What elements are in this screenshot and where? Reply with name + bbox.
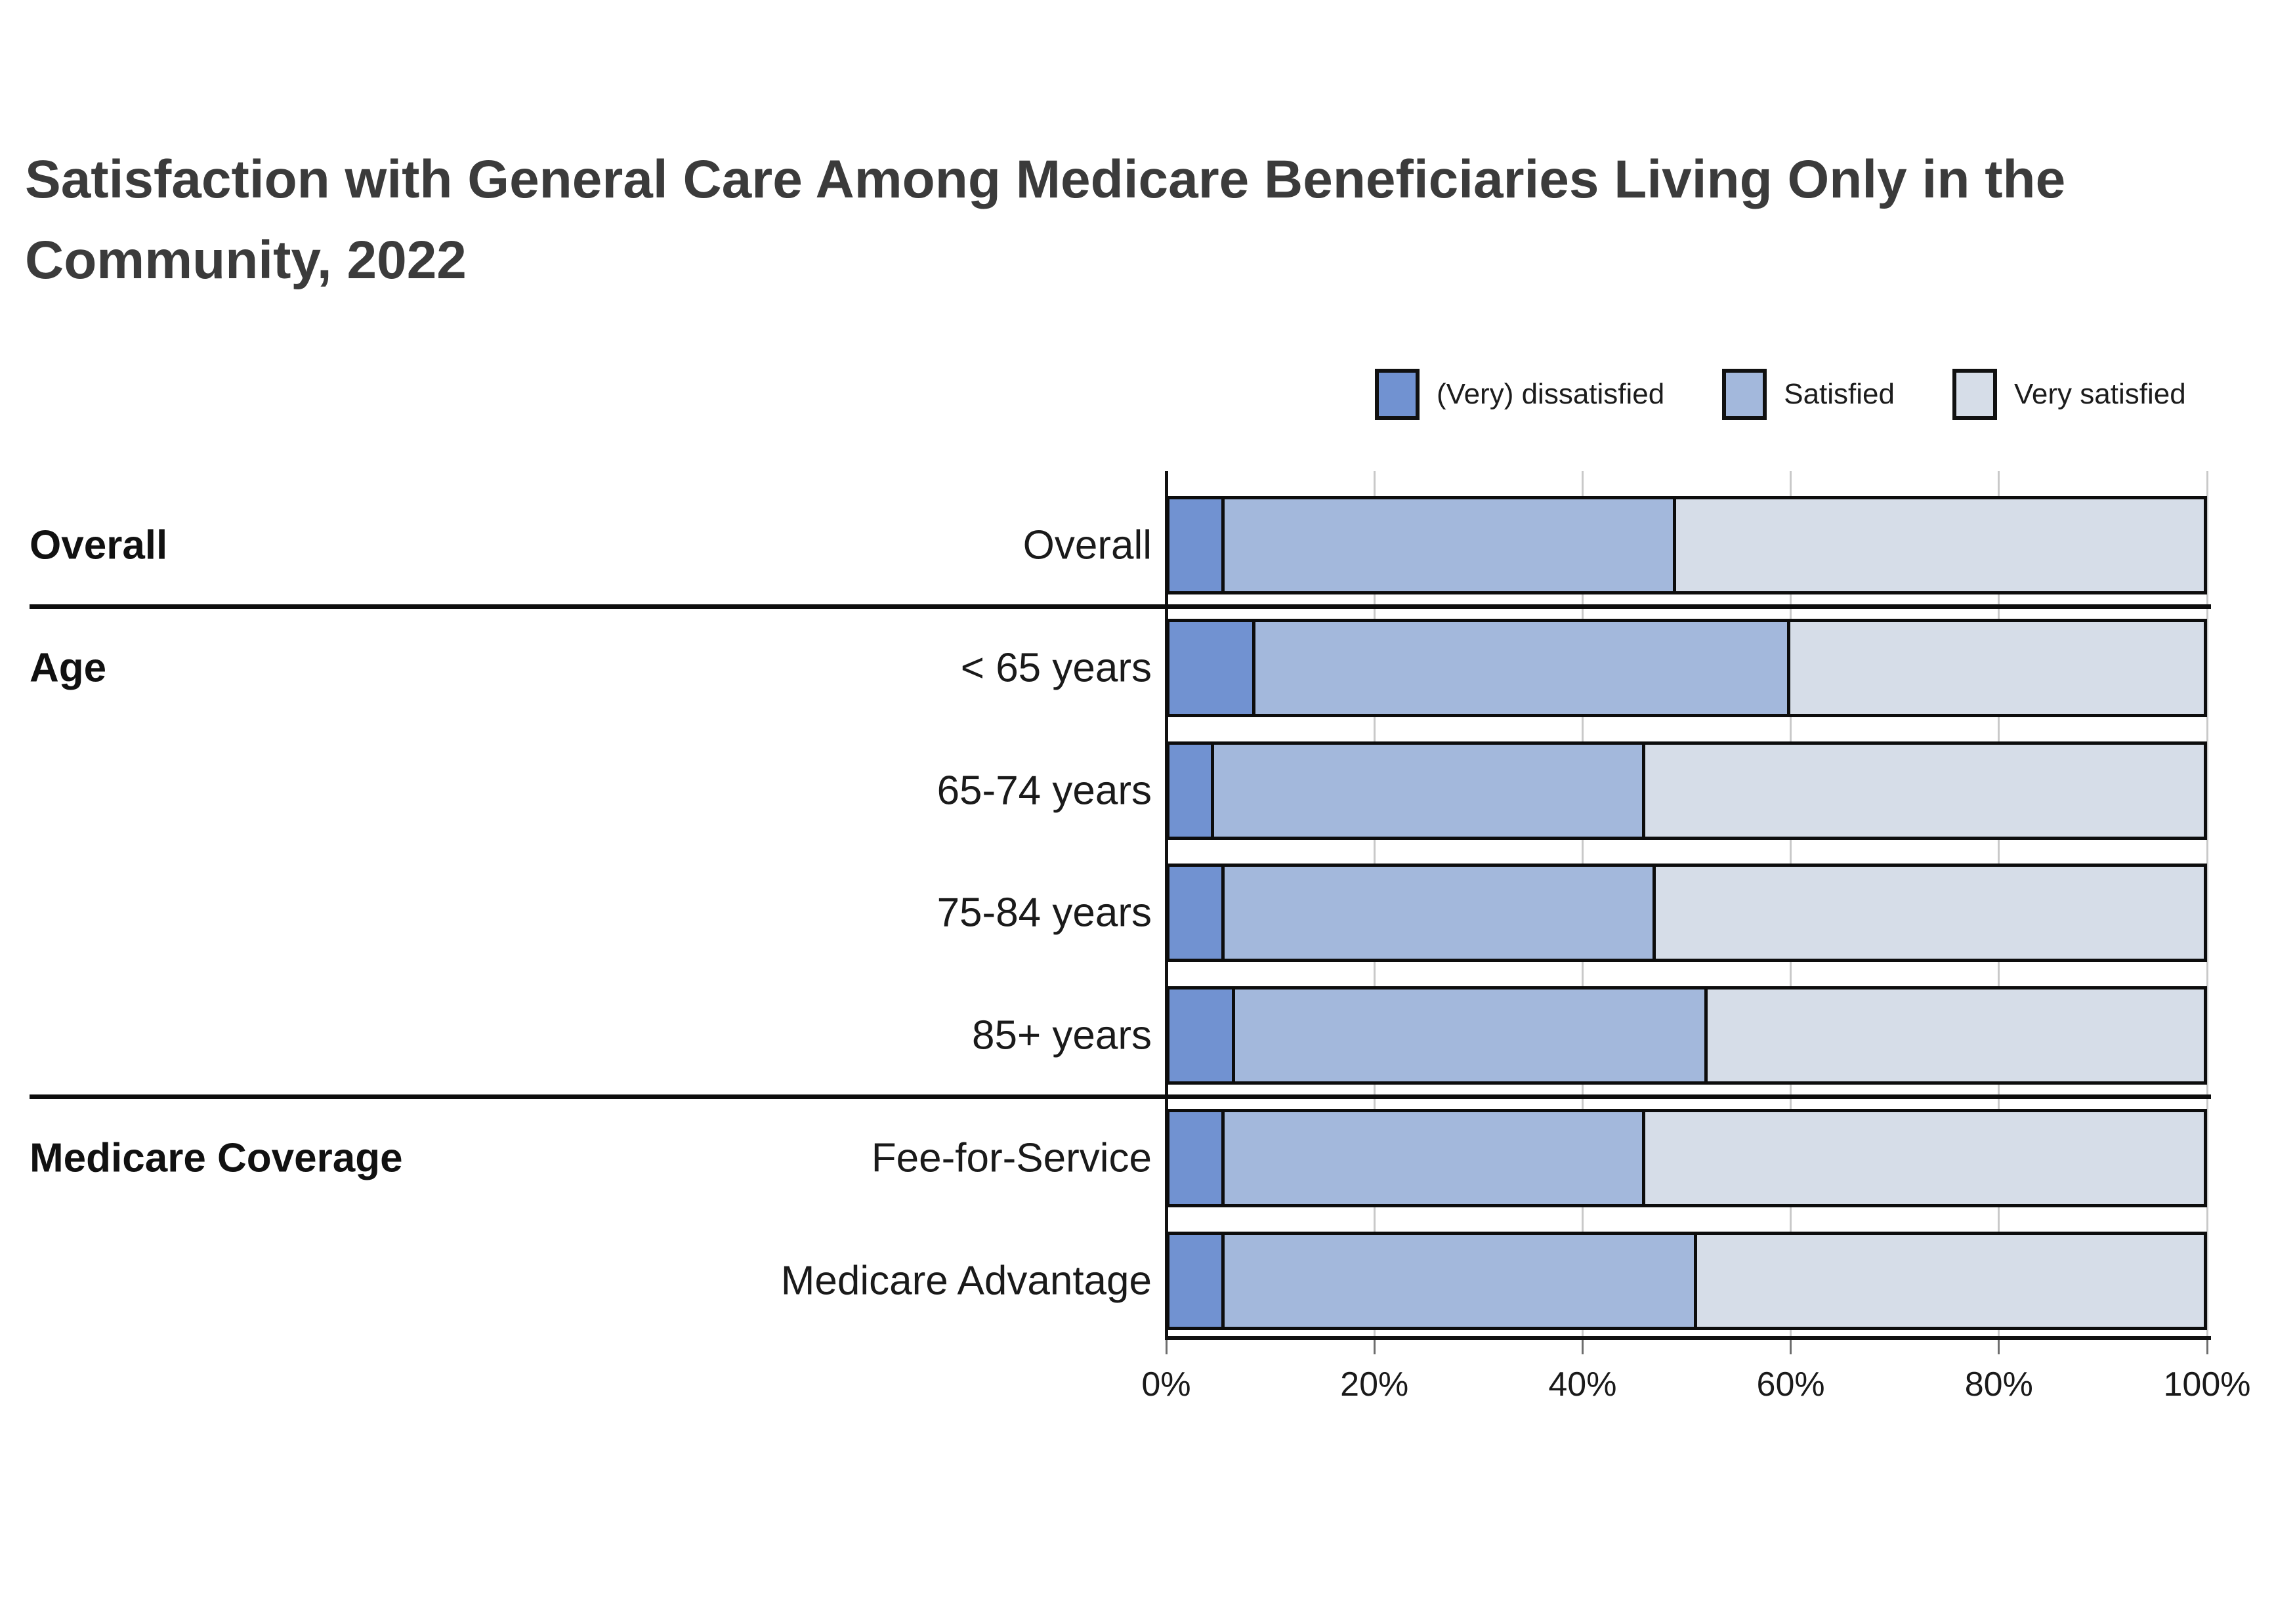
bar-segment-satisfied (1211, 745, 1645, 837)
bar-segment-very-satisfied (1645, 1112, 2204, 1204)
bar-segment--very-dissatisfied (1169, 622, 1253, 714)
group-label-overall: Overall (30, 522, 168, 568)
legend-swatch-icon (1722, 369, 1767, 420)
group-label-medicare-coverage: Medicare Coverage (30, 1135, 403, 1181)
bar-row-medicare-advantage (1166, 1232, 2207, 1330)
row-label-medicare-advantage: Medicare Advantage (780, 1258, 1152, 1304)
legend-item: Very satisfied (1952, 369, 2186, 420)
chart-title-line-1: Satisfaction with General Care Among Med… (25, 150, 2066, 209)
bar-row-75-84-years (1166, 864, 2207, 962)
row-label-fee-for-service: Fee-for-Service (871, 1135, 1152, 1181)
bar-segment--very-dissatisfied (1169, 1235, 1221, 1327)
bar-segment-satisfied (1221, 1112, 1645, 1204)
x-tick-label: 60% (1756, 1365, 1825, 1404)
bar-row-85-years (1166, 986, 2207, 1085)
legend-swatch-icon (1375, 369, 1420, 420)
x-tick-label: 80% (1964, 1365, 2033, 1404)
legend-label: Very satisfied (2014, 378, 2186, 410)
bar-row-overall (1166, 496, 2207, 594)
x-tick (1165, 1340, 1168, 1354)
chart-title-line-2: Community, 2022 (25, 230, 467, 290)
bar-segment-satisfied (1252, 622, 1790, 714)
x-tick (1998, 1340, 2000, 1354)
x-axis-line (1165, 1336, 2211, 1340)
bar-segment-very-satisfied (1645, 745, 2204, 837)
legend-item: (Very) dissatisfied (1375, 369, 1664, 420)
row-label-65-74-years: 65-74 years (937, 768, 1152, 814)
bar-segment--very-dissatisfied (1169, 745, 1211, 837)
legend-label: (Very) dissatisfied (1437, 378, 1665, 410)
group-label-age: Age (30, 645, 107, 691)
bar-segment-very-satisfied (1655, 867, 2204, 959)
bar-segment--very-dissatisfied (1169, 499, 1221, 591)
bar-row-65-74-years (1166, 741, 2207, 840)
chart-title: Satisfaction with General Care Among Med… (25, 139, 2250, 301)
bar-row-fee-for-service (1166, 1109, 2207, 1207)
legend: (Very) dissatisfied Satisfied Very satisfi… (1375, 365, 2186, 424)
row-label--65-years: < 65 years (960, 645, 1152, 691)
group-divider-line (30, 604, 2211, 609)
x-tick (1581, 1340, 1584, 1354)
x-tick (1373, 1340, 1376, 1354)
bar-segment-very-satisfied (1790, 622, 2204, 714)
bar-segment-very-satisfied (1696, 1235, 2204, 1327)
bar-segment-satisfied (1221, 1235, 1697, 1327)
bar-segment--very-dissatisfied (1169, 867, 1221, 959)
row-label-75-84-years: 75-84 years (937, 890, 1152, 936)
bar-segment--very-dissatisfied (1169, 989, 1232, 1081)
gridline (2206, 471, 2208, 1336)
row-label-85-years: 85+ years (971, 1012, 1152, 1058)
bar-segment-very-satisfied (1676, 499, 2204, 591)
x-tick-label: 40% (1548, 1365, 1617, 1404)
x-tick-label: 0% (1141, 1365, 1191, 1404)
bar-segment-satisfied (1221, 499, 1677, 591)
x-tick (2206, 1340, 2208, 1354)
bar-segment-very-satisfied (1707, 989, 2204, 1081)
bar-segment--very-dissatisfied (1169, 1112, 1221, 1204)
legend-label: Satisfied (1784, 378, 1895, 410)
x-tick (1790, 1340, 1792, 1354)
group-divider-line (30, 1094, 2211, 1099)
x-tick-label: 100% (2163, 1365, 2251, 1404)
x-tick-label: 20% (1340, 1365, 1409, 1404)
bar-segment-satisfied (1221, 867, 1656, 959)
bar-segment-satisfied (1231, 989, 1708, 1081)
legend-swatch-icon (1952, 369, 1997, 420)
bar-row--65-years (1166, 619, 2207, 717)
legend-item: Satisfied (1722, 369, 1895, 420)
row-label-overall: Overall (1022, 522, 1152, 568)
